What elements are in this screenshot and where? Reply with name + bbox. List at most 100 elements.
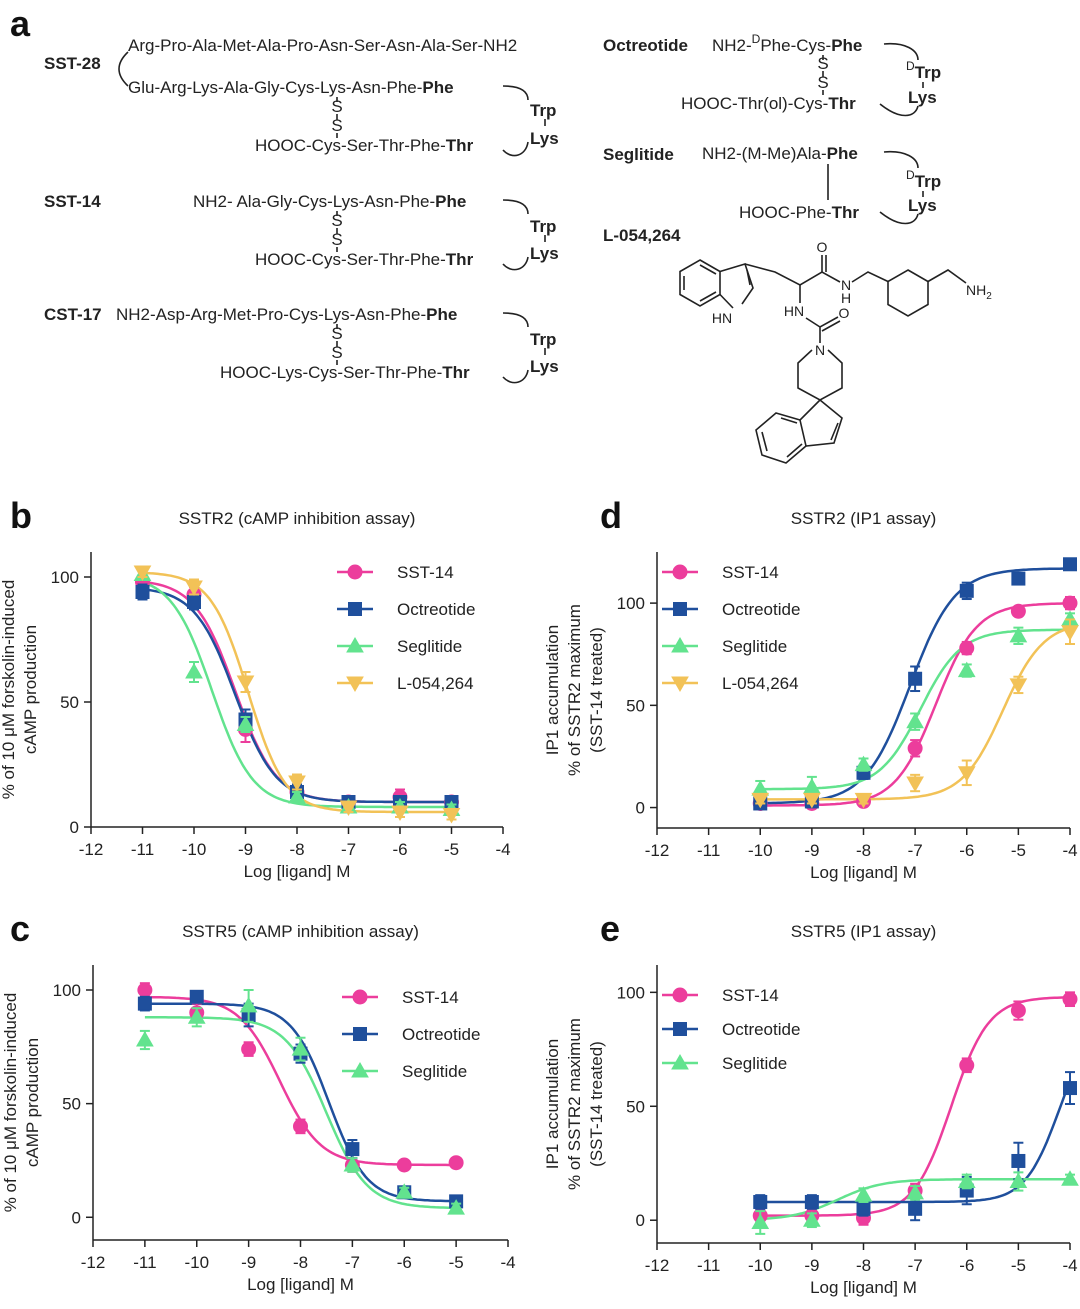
- x-axis-label: Log [ligand] M: [247, 1275, 354, 1294]
- legend-label: Seglitide: [402, 1062, 467, 1081]
- y-tick-label: 50: [62, 1095, 81, 1114]
- chain: [799, 285, 839, 343]
- marker: [803, 778, 821, 794]
- x-tick-label: -6: [959, 1256, 974, 1275]
- y-axis-label: % of 10 μM forskolin-induced: [0, 580, 18, 800]
- marker: [1009, 678, 1028, 694]
- marker: [671, 1053, 689, 1070]
- residue: Trp: [915, 172, 941, 191]
- peptide-chain: Glu-Arg-Lys-Ala-Gly-Cys-Lys-Asn-Phe-Phe: [128, 78, 454, 97]
- x-tick-label: -9: [241, 1253, 256, 1272]
- residue: Phe: [827, 144, 858, 163]
- panel-label: b: [10, 495, 32, 536]
- peptide-chain: HOOC-Thr(ol)-Cys-Thr: [681, 94, 856, 113]
- peptide-chain: NH2-DPhe-Cys-Phe: [712, 32, 862, 55]
- marker: [907, 740, 923, 756]
- marker: [1061, 625, 1079, 641]
- ring: [679, 259, 721, 307]
- y-tick-label: 100: [617, 594, 645, 613]
- residue: Thr: [832, 203, 860, 222]
- y-tick-label: 0: [70, 818, 79, 837]
- marker: [239, 996, 258, 1013]
- x-tick-label: -11: [131, 840, 154, 859]
- ring: [799, 398, 843, 447]
- marker: [959, 1057, 975, 1073]
- ring-bond: [502, 256, 529, 271]
- marker: [751, 1213, 770, 1229]
- marker: [136, 1030, 154, 1047]
- peptide-name: SST-14: [44, 192, 101, 211]
- bond: [786, 443, 803, 458]
- marker: [804, 1194, 819, 1209]
- peptide-chain: NH2-(M-Me)Ala-Phe: [702, 144, 858, 163]
- marker: [957, 1172, 976, 1188]
- peptide-chain: Arg-Pro-Ala-Met-Ala-Pro-Asn-Ser-Asn-Ala-…: [128, 36, 517, 55]
- marker: [352, 989, 368, 1005]
- atom-label: O: [839, 305, 850, 321]
- marker: [187, 595, 201, 609]
- x-tick-label: -8: [856, 1256, 871, 1275]
- legend-label: Octreotide: [402, 1025, 480, 1044]
- legend-label: L-054,264: [397, 674, 474, 693]
- x-tick-label: -9: [804, 841, 819, 860]
- legend-label: SST-14: [397, 563, 454, 582]
- marker: [448, 1155, 464, 1171]
- residue: Phe: [435, 192, 466, 211]
- marker: [1062, 595, 1078, 611]
- marker: [906, 776, 924, 793]
- marker: [346, 636, 364, 653]
- bond: [746, 269, 751, 286]
- residue: Lys: [530, 357, 559, 376]
- x-tick-label: -10: [182, 840, 207, 859]
- marker: [803, 792, 821, 809]
- atom-label: H: [841, 290, 851, 306]
- x-tick-label: -4: [495, 840, 510, 859]
- chart-title: SSTR5 (IP1 assay): [791, 922, 937, 941]
- panel-label: c: [10, 908, 30, 949]
- ring-bond: [502, 141, 529, 157]
- marker: [1010, 1003, 1026, 1019]
- residue: Trp: [530, 330, 556, 349]
- residue: Phe: [422, 78, 453, 97]
- residues: NH2- Ala-Gly-Cys-Lys-Asn-Phe-: [193, 192, 435, 211]
- x-tick-label: -12: [645, 841, 670, 860]
- sulfur: S: [817, 54, 828, 73]
- x-tick-label: -11: [697, 1256, 720, 1275]
- marker: [854, 755, 873, 772]
- marker: [396, 1157, 412, 1173]
- residue: Trp: [530, 101, 556, 120]
- x-tick-label: -11: [133, 1253, 156, 1272]
- marker: [1063, 1081, 1077, 1096]
- y-tick-label: 0: [72, 1208, 81, 1227]
- x-tick-label: -12: [81, 1253, 106, 1272]
- x-tick-label: -7: [345, 1253, 360, 1272]
- ring: [755, 412, 807, 464]
- marker: [959, 640, 975, 656]
- legend-label: Seglitide: [722, 1054, 787, 1073]
- marker: [854, 1186, 873, 1202]
- panel-label: d: [600, 495, 622, 536]
- y-axis-label: IP1 accumulation: [543, 1039, 562, 1169]
- atom-label: NH2: [966, 282, 992, 302]
- marker: [339, 800, 358, 817]
- marker: [345, 1142, 360, 1157]
- marker: [236, 675, 255, 692]
- sulfur: S: [817, 73, 828, 92]
- marker: [291, 1040, 310, 1056]
- x-tick-label: -4: [500, 1253, 515, 1272]
- marker: [343, 1155, 362, 1172]
- y-axis-label: cAMP production: [21, 625, 40, 754]
- marker: [241, 1041, 257, 1057]
- peptide-chain: NH2- Ala-Gly-Cys-Lys-Asn-Phe-Phe: [193, 192, 466, 211]
- x-tick-label: -7: [908, 1256, 923, 1275]
- x-tick-label: -4: [1062, 841, 1077, 860]
- residues: NH2-Asp-Arg-Met-Pro-Cys-Lys-Asn-Phe-: [116, 305, 426, 324]
- peptide-name: CST-17: [44, 305, 102, 324]
- marker: [1011, 1153, 1026, 1168]
- residue: Thr: [442, 363, 470, 382]
- residues: NH2-(M-Me)Ala-: [702, 144, 827, 163]
- marker: [236, 715, 255, 731]
- marker: [288, 775, 306, 792]
- peptide-chain: HOOC-Lys-Cys-Ser-Thr-Phe-Thr: [220, 363, 470, 382]
- peptide-name: Seglitide: [603, 145, 674, 164]
